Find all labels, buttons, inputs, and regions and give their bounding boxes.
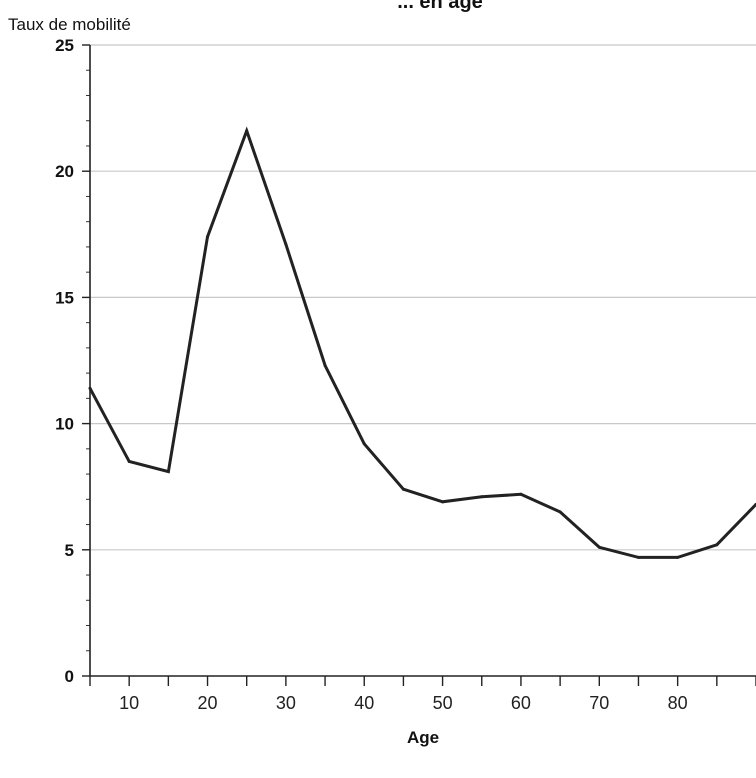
data-point (245, 129, 249, 133)
x-tick-label: 10 (119, 693, 139, 713)
data-point (676, 555, 680, 559)
data-point (401, 487, 405, 491)
chart-title: ... en âge (397, 0, 483, 13)
x-tick-label: 30 (276, 693, 296, 713)
y-axis-label: Taux de mobilité (8, 15, 131, 34)
data-point (519, 492, 523, 496)
y-tick-label: 0 (65, 667, 74, 686)
y-tick-label: 20 (55, 162, 74, 181)
data-point (88, 386, 92, 390)
x-tick-label: 50 (433, 693, 453, 713)
x-axis-label: Age (407, 728, 439, 747)
y-tick-label: 25 (55, 36, 74, 55)
axes (82, 44, 756, 686)
data-point (127, 459, 131, 463)
x-tick-label: 20 (198, 693, 218, 713)
data-point (558, 510, 562, 514)
x-tick-label: 70 (589, 693, 609, 713)
tick-labels: 0 5 10 15 20 25 10 20 30 40 50 60 70 80 (55, 36, 688, 713)
gridlines (90, 44, 756, 551)
x-tick-label: 60 (511, 693, 531, 713)
data-point (636, 555, 640, 559)
y-tick-label: 10 (55, 415, 74, 434)
y-tick-label: 5 (65, 541, 74, 560)
x-tick-label: 80 (668, 693, 688, 713)
data-point (206, 235, 210, 239)
y-tick-label: 15 (55, 288, 74, 307)
series-layer (88, 126, 756, 559)
data-point (441, 500, 445, 504)
series-line-0 (88, 126, 756, 559)
data-point (597, 545, 601, 549)
x-tick-label: 40 (354, 693, 374, 713)
data-point (362, 442, 366, 446)
data-point (480, 495, 484, 499)
data-point (715, 543, 719, 547)
data-point (166, 470, 170, 474)
data-point (323, 364, 327, 368)
data-point (284, 242, 288, 246)
